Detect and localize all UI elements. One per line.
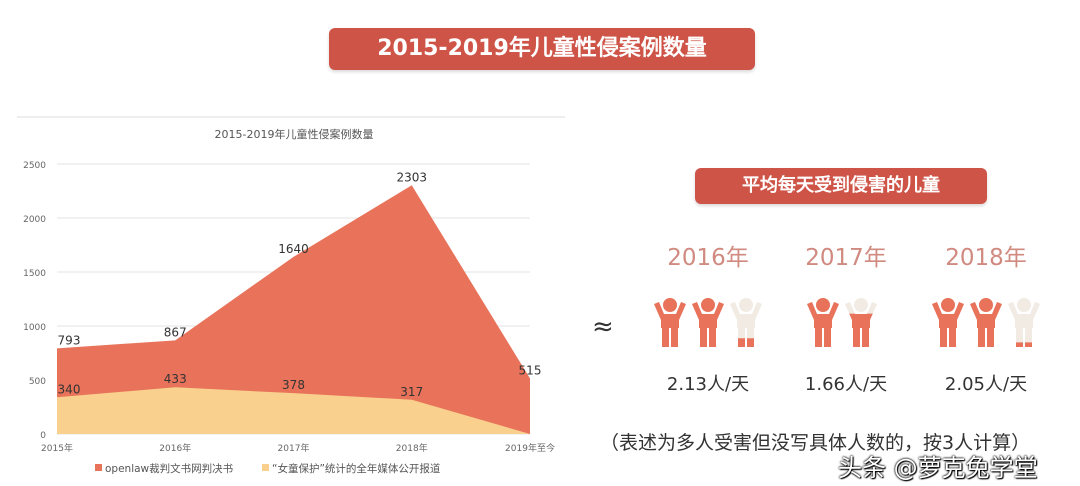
child-icon <box>845 298 877 347</box>
y-tick-label: 500 <box>29 377 46 387</box>
approx-symbol: ≈ <box>592 312 614 342</box>
daily-title-banner: 平均每天受到侵害的儿童 <box>695 168 987 204</box>
y-tick-label: 2000 <box>23 215 46 225</box>
note-text: （表述为多人受害但没写具体人数的，按3人计算） <box>600 432 1031 454</box>
rate-value: 2.13人/天 <box>666 374 750 395</box>
main-title-banner: 2015-2019年儿童性侵案例数量 <box>329 28 755 70</box>
x-tick-label: 2017年 <box>278 442 310 454</box>
area-chart: 2015-2019年儿童性侵案例数量 0 500 1000 1500 2000 2500 79… <box>17 116 565 475</box>
year-label: 2017年 <box>805 245 887 271</box>
x-tick-label: 2019年至今 <box>505 442 555 454</box>
chart-title: 2015-2019年儿童性侵案例数量 <box>215 127 374 141</box>
child-icon <box>692 298 724 347</box>
child-icon <box>730 298 762 347</box>
child-icon <box>654 298 686 347</box>
children-icons <box>807 298 877 347</box>
children-icons <box>932 298 1040 347</box>
child-icon <box>932 298 964 347</box>
y-tick-label: 0 <box>40 431 46 441</box>
legend-label: “女童保护”统计的全年媒体公开报道 <box>272 462 441 475</box>
data-label: 340 <box>58 382 81 396</box>
legend-swatch <box>262 464 269 471</box>
x-tick-label: 2015年 <box>41 442 73 454</box>
x-tick-label: 2018年 <box>396 442 428 454</box>
child-icon <box>1008 298 1040 347</box>
data-label: 317 <box>400 385 423 399</box>
year-label: 2018年 <box>945 245 1027 271</box>
data-label: 515 <box>519 363 542 377</box>
area-series-1 <box>57 387 530 434</box>
x-tick-label: 2016年 <box>159 442 191 454</box>
watermark: 头条 @萝克兔学堂 <box>838 454 1038 482</box>
y-tick-label: 2500 <box>23 161 46 171</box>
rate-value: 1.66人/天 <box>804 374 888 395</box>
data-label: 378 <box>282 378 305 392</box>
area-series-0 <box>57 185 530 434</box>
y-tick-label: 1000 <box>23 323 46 333</box>
legend-label: openlaw裁判文书网判决书 <box>105 462 233 475</box>
legend-swatch <box>95 464 102 471</box>
data-label: 867 <box>164 325 187 339</box>
y-tick-label: 1500 <box>23 269 46 279</box>
children-icons <box>654 298 762 347</box>
data-label: 2303 <box>396 170 427 184</box>
child-icon <box>970 298 1002 347</box>
data-label: 433 <box>164 372 187 386</box>
year-label: 2016年 <box>667 245 749 271</box>
rate-value: 2.05人/天 <box>944 374 1028 395</box>
data-label: 793 <box>58 333 81 347</box>
child-icon <box>807 298 839 347</box>
data-label: 1640 <box>278 242 309 256</box>
